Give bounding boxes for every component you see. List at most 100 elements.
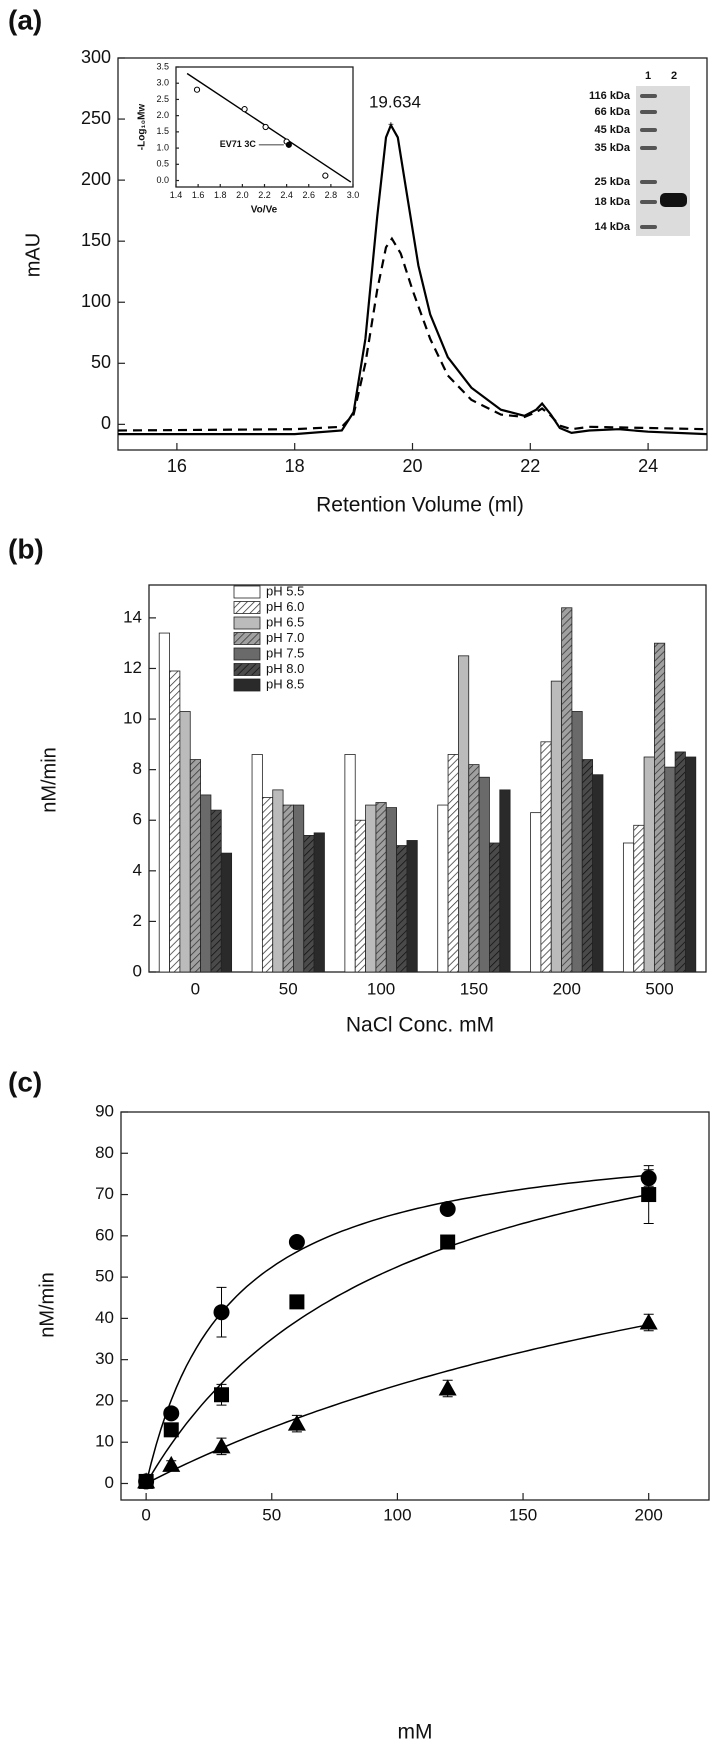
bar bbox=[478, 776, 490, 973]
marker bbox=[162, 1455, 181, 1472]
bar bbox=[674, 751, 686, 973]
x-tick-label: 200 bbox=[553, 979, 581, 998]
x-tick-label: 2.6 bbox=[302, 190, 315, 200]
gel-marker-label: 25 kDa bbox=[595, 176, 631, 188]
bar bbox=[179, 711, 191, 973]
legend-swatch bbox=[233, 616, 261, 630]
gel-marker-label: 116 kDa bbox=[589, 90, 631, 102]
bar bbox=[622, 842, 635, 973]
x-tick-label: 18 bbox=[285, 456, 305, 476]
y-tick-label: 50 bbox=[95, 1267, 114, 1286]
y-tick-label: 0.5 bbox=[156, 159, 169, 169]
y-tick-label: 2 bbox=[133, 911, 142, 930]
fit-curve bbox=[145, 1193, 649, 1484]
bar bbox=[261, 797, 274, 973]
marker bbox=[639, 1313, 658, 1330]
panel-label: (b) bbox=[8, 533, 44, 564]
marker bbox=[163, 1405, 180, 1422]
x-tick-label: 2.2 bbox=[258, 190, 271, 200]
fit-curve bbox=[145, 1323, 649, 1485]
y-axis-label: mAU bbox=[22, 233, 44, 277]
x-tick-label: 22 bbox=[520, 456, 540, 476]
marker bbox=[289, 1294, 305, 1310]
bar bbox=[396, 845, 408, 973]
y-tick-label: 0 bbox=[133, 961, 142, 980]
bar bbox=[458, 655, 470, 973]
gel-lane-label: 2 bbox=[671, 70, 677, 82]
bar bbox=[685, 756, 697, 973]
inset-point bbox=[262, 123, 269, 131]
legend-swatch bbox=[233, 647, 261, 661]
bar bbox=[375, 802, 387, 973]
x-tick-label: 1.8 bbox=[214, 190, 227, 200]
y-tick-label: 12 bbox=[123, 658, 142, 677]
marker bbox=[214, 1387, 230, 1403]
bar bbox=[251, 754, 263, 973]
bar bbox=[210, 809, 222, 973]
x-tick-label: 100 bbox=[383, 1506, 411, 1525]
marker bbox=[641, 1187, 657, 1203]
bar bbox=[561, 607, 573, 973]
y-tick-label: 2.5 bbox=[156, 94, 169, 104]
bar bbox=[354, 819, 366, 973]
y-tick-label: 6 bbox=[133, 810, 142, 829]
x-tick-label: 200 bbox=[635, 1506, 663, 1525]
y-tick-label: 300 bbox=[81, 47, 111, 67]
gel-band bbox=[660, 193, 687, 207]
gel-band bbox=[640, 200, 657, 204]
bar bbox=[643, 756, 655, 973]
x-tick-label: 2.4 bbox=[280, 190, 293, 200]
y-tick-label: 1.0 bbox=[156, 142, 169, 152]
legend-swatch bbox=[233, 632, 261, 645]
line-series bbox=[117, 236, 708, 432]
bar bbox=[200, 794, 212, 973]
y-tick-label: 0 bbox=[101, 413, 111, 433]
peak-marker: + bbox=[388, 120, 394, 131]
x-tick-label: 2.0 bbox=[236, 190, 249, 200]
bar bbox=[365, 804, 377, 973]
gel bbox=[636, 86, 690, 236]
bar bbox=[468, 764, 480, 973]
x-tick-label: 20 bbox=[402, 456, 422, 476]
y-tick-label: 8 bbox=[133, 759, 142, 778]
marker bbox=[438, 1379, 457, 1396]
gel-band bbox=[640, 94, 657, 98]
x-tick-label: 100 bbox=[367, 979, 395, 998]
y-tick-label: 60 bbox=[95, 1225, 114, 1244]
y-tick-label: 100 bbox=[81, 291, 111, 311]
x-tick-label: 0 bbox=[191, 979, 200, 998]
bar bbox=[303, 835, 315, 973]
bar bbox=[571, 711, 583, 973]
legend-swatch bbox=[233, 678, 261, 692]
bar bbox=[293, 804, 305, 973]
legend-label: pH 7.5 bbox=[266, 645, 304, 660]
inset-point bbox=[241, 106, 248, 113]
gel-marker-label: 18 kDa bbox=[595, 196, 631, 208]
x-tick-label: 50 bbox=[279, 979, 298, 998]
gel-band bbox=[640, 225, 657, 229]
bar bbox=[406, 840, 418, 973]
legend-label: pH 7.0 bbox=[266, 630, 304, 645]
gel-marker-label: 35 kDa bbox=[595, 142, 631, 154]
bar bbox=[499, 789, 511, 973]
y-axis-label: nM/min bbox=[36, 1272, 58, 1338]
bar bbox=[282, 804, 294, 973]
bar bbox=[530, 812, 542, 973]
legend-swatch bbox=[233, 585, 261, 599]
line-series bbox=[118, 122, 708, 436]
x-tick-label: 24 bbox=[638, 456, 658, 476]
y-tick-label: 150 bbox=[81, 230, 111, 250]
marker bbox=[287, 1414, 306, 1431]
bar bbox=[540, 741, 552, 973]
gel-band bbox=[640, 146, 657, 150]
gel-marker-label: 45 kDa bbox=[595, 124, 631, 136]
gel-band bbox=[640, 128, 657, 132]
bar bbox=[272, 789, 284, 973]
gel-band bbox=[640, 180, 657, 184]
bar bbox=[550, 680, 562, 973]
y-tick-label: 30 bbox=[95, 1349, 114, 1368]
bar bbox=[220, 852, 233, 973]
y-tick-label: 20 bbox=[95, 1390, 114, 1409]
y-tick-label: 90 bbox=[95, 1101, 114, 1120]
x-tick-label: 0 bbox=[141, 1506, 150, 1525]
